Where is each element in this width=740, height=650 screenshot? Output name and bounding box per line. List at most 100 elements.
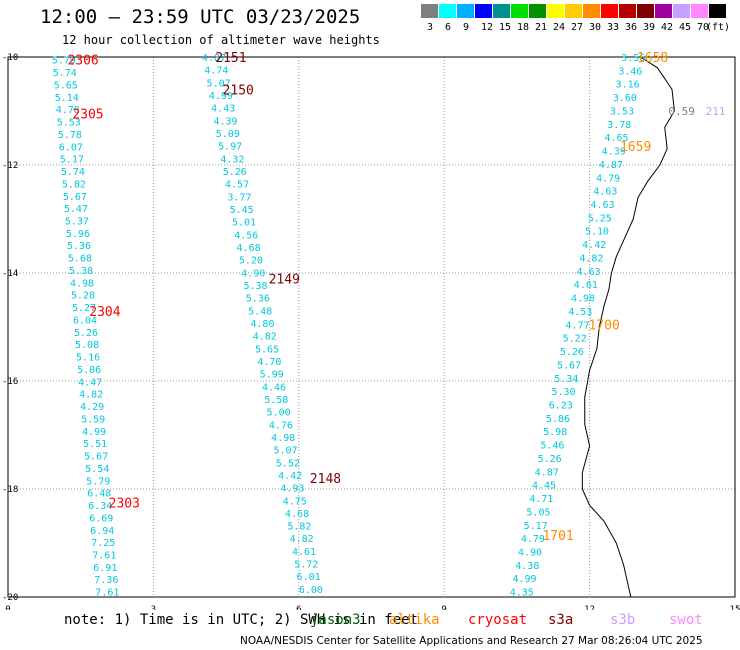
wave-height-value: 4.93	[280, 484, 304, 495]
wave-height-value: 5.65	[54, 80, 78, 91]
scale-label: 15	[499, 22, 512, 33]
y-tick-label: -10	[2, 53, 18, 63]
wave-height-value: 4.43	[211, 104, 235, 115]
wave-height-value: 4.98	[70, 278, 94, 289]
scale-label: 6	[445, 22, 452, 33]
wave-height-value: 4.82	[290, 534, 314, 545]
wave-height-value: 5.79	[86, 476, 110, 487]
pass-label: 2151	[215, 51, 246, 66]
scale-label: 27	[571, 22, 584, 33]
scale-swatch	[457, 4, 474, 18]
wave-height-value: 5.53	[57, 118, 81, 129]
pass-label: 1701	[542, 529, 573, 544]
wave-height-value: 4.82	[579, 253, 603, 264]
scale-label: 21	[535, 22, 548, 33]
wave-height-value: 5.38	[69, 266, 93, 277]
wave-height-value: 5.06	[77, 365, 101, 376]
wave-height-value: 7.61	[92, 550, 116, 561]
scale-swatch	[601, 4, 618, 18]
wave-height-value: 5.98	[543, 427, 567, 438]
y-tick-label: -18	[2, 485, 18, 495]
pass-label: 2149	[269, 272, 300, 287]
scale-swatch	[439, 4, 456, 18]
wave-height-value: 3.53	[610, 106, 634, 117]
scale-label: 24	[553, 22, 566, 33]
pass-label: 1659	[620, 140, 651, 155]
wave-height-value: 4.63	[577, 267, 601, 278]
wave-height-value: 4.39	[213, 116, 237, 127]
scale-label: 39	[643, 22, 656, 33]
wave-height-value: 5.45	[230, 205, 254, 216]
wave-height-value: 4.90	[518, 548, 542, 559]
wave-height-value: 4.70	[257, 357, 281, 368]
wave-height-value: 5.58	[264, 395, 288, 406]
wave-height-value: 5.78	[58, 130, 82, 141]
wave-height-value: 5.25	[588, 213, 612, 224]
wave-height-value: 4.35	[510, 588, 534, 599]
wave-height-value: 5.82	[62, 179, 86, 190]
wave-height-value: 5.14	[55, 93, 79, 104]
pass-label: 2304	[89, 305, 120, 320]
wave-height-value: 5.16	[76, 353, 100, 364]
wave-height-value: 5.22	[563, 334, 587, 345]
wave-height-value: 6.48	[87, 489, 111, 500]
y-tick-label: -14	[2, 269, 18, 279]
wave-height-value: 4.45	[532, 481, 556, 492]
scale-swatch	[475, 4, 492, 18]
wave-height-value: 4.65	[604, 133, 628, 144]
wave-height-value: 4.78	[56, 105, 80, 116]
wave-height-value: 5.26	[223, 167, 247, 178]
wave-height-value: 5.74	[61, 167, 85, 178]
wave-height-value: 4.42	[582, 240, 606, 251]
point-label: 211	[706, 105, 726, 118]
satellite-altika: altika	[389, 612, 440, 628]
pass-label: 2148	[310, 472, 341, 487]
wave-height-value: 5.37	[65, 217, 89, 228]
wave-height-value: 5.05	[526, 507, 550, 518]
wave-height-value: 4.47	[78, 377, 102, 388]
coastline	[581, 56, 675, 598]
map-title: 12:00 — 23:59 UTC 03/23/2025	[40, 6, 361, 28]
satellite-s3b: s3b	[610, 612, 636, 628]
wave-height-value: 4.77	[565, 320, 589, 331]
wave-height-value: 4.61	[574, 280, 598, 291]
scale-swatch	[529, 4, 546, 18]
scale-swatch	[493, 4, 510, 18]
wave-height-value: 4.99	[512, 574, 536, 585]
wave-height-value: 5.27	[72, 303, 96, 314]
wave-height-value: 5.36	[67, 241, 91, 252]
pass-label: 2306	[67, 54, 98, 69]
scale-label: 36	[625, 22, 638, 33]
satellite-swot: swot	[669, 612, 703, 628]
scale-label: 70	[697, 22, 710, 33]
scale-swatch	[655, 4, 672, 18]
wave-height-value: 5.17	[60, 155, 84, 166]
scale-swatch	[511, 4, 528, 18]
x-tick-label: 12	[584, 605, 595, 610]
scale-label: 18	[517, 22, 530, 33]
wave-height-map: 0 3 6 9 12 15-10-12-14-16-18-205.795.745.655.…	[2, 51, 740, 610]
wave-height-value: 5.07	[273, 446, 297, 457]
wave-height-value: 5.67	[84, 452, 108, 463]
wave-height-value: 4.29	[80, 402, 104, 413]
scale-label: 3	[427, 22, 434, 33]
wave-height-value: 4.87	[202, 53, 226, 64]
x-tick-label: 3	[151, 605, 156, 610]
wave-height-value: 3.77	[227, 192, 251, 203]
wave-height-value: 4.63	[591, 200, 615, 211]
wave-height-value: 4.56	[234, 230, 258, 241]
scale-swatch	[637, 4, 654, 18]
wave-height-value: 5.67	[63, 192, 87, 203]
wave-height-value: 4.53	[568, 307, 592, 318]
wave-height-value: 5.65	[255, 344, 279, 355]
wave-height-value: 5.36	[246, 294, 270, 305]
wave-height-value: 4.99	[82, 427, 106, 438]
wave-height-value: 4.57	[225, 180, 249, 191]
wave-height-value: 5.00	[267, 408, 291, 419]
wave-height-value: 4.61	[292, 547, 316, 558]
wave-height-value: 3.78	[607, 120, 631, 131]
wave-height-value: 5.20	[239, 256, 263, 267]
wave-height-value: 5.10	[585, 227, 609, 238]
scale-swatch	[673, 4, 690, 18]
wave-height-value: 4.87	[535, 467, 559, 478]
